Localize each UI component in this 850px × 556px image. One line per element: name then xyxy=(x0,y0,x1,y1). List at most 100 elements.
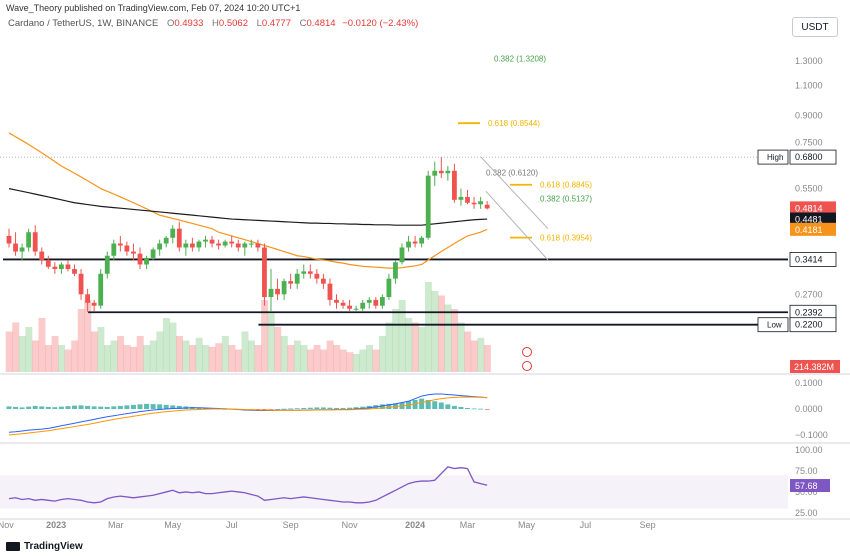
volume-bar xyxy=(189,345,197,372)
candle-body xyxy=(458,196,464,200)
candle-body xyxy=(248,243,254,245)
candle-body xyxy=(6,235,12,244)
candle-body xyxy=(484,204,490,209)
macd-histogram-bar xyxy=(465,407,470,409)
candle-body xyxy=(347,305,352,309)
candle-body xyxy=(412,241,418,244)
volume-bar xyxy=(372,349,380,372)
candle-body xyxy=(373,299,379,306)
macd-signal-line xyxy=(8,396,488,436)
candle-body xyxy=(150,249,156,258)
macd-histogram-bar xyxy=(150,404,156,409)
volume-bar xyxy=(64,349,72,372)
fib-level-label: 0.618 (0.8845) xyxy=(540,181,592,190)
volume-bar xyxy=(136,336,144,372)
macd-histogram-bar xyxy=(307,407,313,409)
volume-bar xyxy=(477,337,485,372)
time-axis-tick: 2024 xyxy=(405,520,425,530)
candle-body xyxy=(478,201,483,205)
volume-bar xyxy=(333,345,341,372)
macd-histogram-bar xyxy=(386,403,392,409)
candle-body xyxy=(301,271,307,274)
rsi-axis-tick: 75.00 xyxy=(795,466,818,476)
volume-bar xyxy=(58,345,66,372)
candle-body xyxy=(65,264,71,270)
price-badge-value: 0.4181 xyxy=(795,225,823,235)
macd-histogram-bar xyxy=(78,405,84,409)
volume-bar xyxy=(221,336,229,372)
currency-selector[interactable]: USDT xyxy=(792,17,838,37)
volume-bar xyxy=(25,327,33,372)
volume-bar xyxy=(418,327,426,372)
candle-body xyxy=(327,283,333,300)
volume-bar xyxy=(71,340,79,372)
time-axis-tick: Mar xyxy=(108,520,124,530)
candle-body xyxy=(471,202,477,205)
volume-bar xyxy=(182,340,190,372)
volume-bar xyxy=(51,336,59,372)
candle-body xyxy=(432,170,438,176)
macd-histogram-bar xyxy=(471,408,477,410)
tradingview-mark-icon xyxy=(6,542,20,551)
candle-body xyxy=(117,243,123,246)
flag-icon xyxy=(522,361,532,371)
candle-body xyxy=(72,269,77,274)
volume-bar xyxy=(339,349,347,372)
volume-bar xyxy=(241,331,249,372)
level-tag-box xyxy=(757,317,789,333)
macd-histogram-bar xyxy=(288,408,294,410)
volume-bar xyxy=(444,304,452,372)
candle-body xyxy=(104,255,110,274)
volume-bar xyxy=(274,327,282,372)
volume-bar xyxy=(287,345,295,372)
volume-bar xyxy=(228,345,236,372)
alert-bolt-icon xyxy=(522,347,532,357)
candle-body xyxy=(157,243,163,250)
price-badge xyxy=(790,222,836,236)
candle-body xyxy=(216,243,221,246)
candle-body xyxy=(425,175,431,238)
volume-bar xyxy=(123,345,131,372)
candle-body xyxy=(262,247,267,298)
candle-body xyxy=(288,281,294,284)
symbol-name[interactable]: Cardano / TetherUS, 1W, BINANCE xyxy=(8,18,159,29)
macd-histogram-bar xyxy=(91,406,97,409)
channel-line xyxy=(485,190,549,261)
price-badge xyxy=(790,212,836,226)
fib-level-label: 0.618 (0.3954) xyxy=(540,234,592,243)
volume-bar xyxy=(248,340,256,372)
open-label: O xyxy=(166,18,175,29)
candle-body xyxy=(242,243,248,248)
rsi-line xyxy=(8,466,488,504)
macd-histogram-bar xyxy=(327,407,333,409)
price-axis-tick: 0.9000 xyxy=(795,110,823,120)
macd-histogram-bar xyxy=(353,407,359,409)
time-axis-tick: Sep xyxy=(640,520,656,530)
ma-orange-line xyxy=(8,132,488,269)
volume-bar xyxy=(431,291,439,372)
fib-level-label: 0.382 (0.6120) xyxy=(486,169,538,178)
time-axis-tick: 2023 xyxy=(46,520,66,530)
level-value-label: 0.2200 xyxy=(795,320,823,330)
candle-body xyxy=(59,264,64,270)
candle-body xyxy=(78,273,84,295)
volume-bar xyxy=(97,327,105,372)
candle-body xyxy=(32,232,38,252)
candle-body xyxy=(419,237,425,244)
volume-bar xyxy=(110,340,118,372)
candle-body xyxy=(176,228,182,248)
rsi-badge-value: 57.68 xyxy=(795,481,818,491)
macd-histogram-bar xyxy=(32,405,38,409)
level-value-box xyxy=(789,149,837,165)
macd-histogram-bar xyxy=(347,407,353,409)
candle-body xyxy=(163,237,169,244)
level-value-label: 0.3414 xyxy=(795,254,823,264)
candle-body xyxy=(52,266,58,270)
volume-bar xyxy=(156,331,164,372)
candle-body xyxy=(13,243,18,252)
low-label: L xyxy=(256,18,262,29)
macd-histogram-bar xyxy=(45,406,51,409)
macd-histogram-bar xyxy=(438,402,444,409)
candle-body xyxy=(406,241,411,248)
